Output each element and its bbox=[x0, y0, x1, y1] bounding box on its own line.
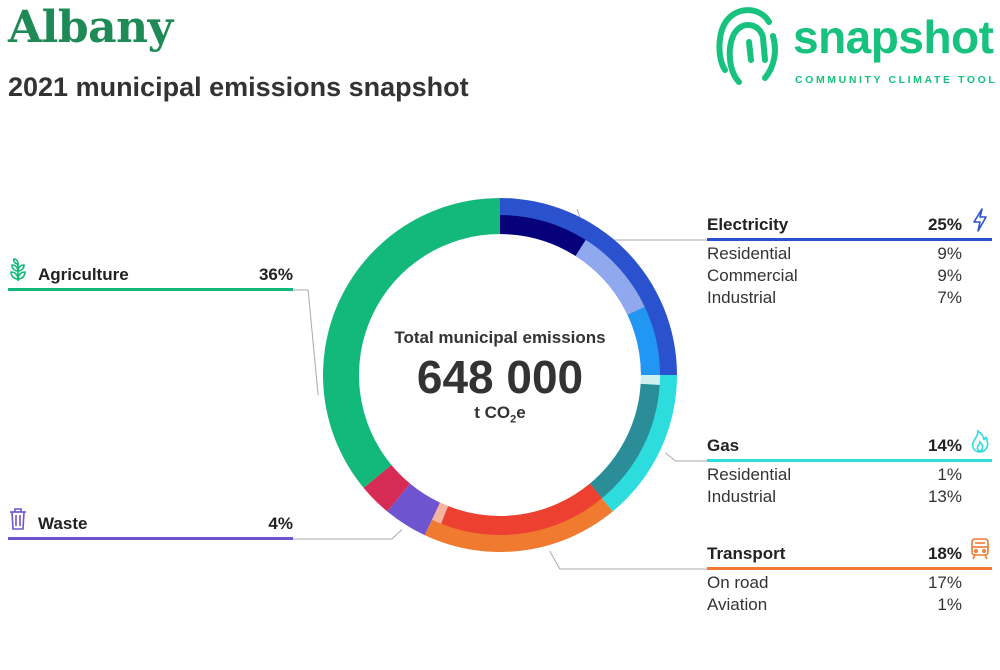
electricity-name: Electricity bbox=[707, 215, 789, 234]
unit-prefix: t CO bbox=[474, 403, 511, 422]
sub-label: On road bbox=[707, 573, 769, 592]
electricity-sub-row: Industrial 7% bbox=[707, 285, 992, 307]
waste-percent: 4% bbox=[268, 514, 293, 533]
total-unit: t CO2e bbox=[370, 403, 630, 425]
gas-leader-line bbox=[665, 452, 707, 462]
gas-name: Gas bbox=[707, 436, 740, 455]
sub-value: 9% bbox=[937, 244, 962, 263]
total-label: Total municipal emissions bbox=[394, 328, 606, 347]
sub-value: 7% bbox=[937, 288, 962, 307]
sub-value: 13% bbox=[927, 487, 962, 506]
gas-sub-row: Residential 1% bbox=[707, 462, 992, 484]
train-icon bbox=[971, 538, 989, 560]
sub-value: 1% bbox=[937, 465, 962, 484]
plant-icon bbox=[10, 258, 26, 281]
sub-value: 1% bbox=[937, 595, 962, 614]
agriculture-leader-line bbox=[293, 289, 319, 396]
transport-aviation-arc bbox=[431, 502, 449, 524]
gas-residential-arc bbox=[640, 375, 660, 386]
electricity-arc bbox=[500, 198, 677, 375]
sub-label: Residential bbox=[707, 244, 792, 263]
gas-label-block: Gas 14% Residential 1% Industrial 13% bbox=[707, 429, 992, 506]
agriculture-percent: 36% bbox=[258, 265, 293, 284]
transport-label-block: Transport 18% On road 17% Aviation 1% bbox=[707, 538, 992, 614]
electricity-industrial-arc bbox=[627, 306, 660, 375]
gas-percent: 14% bbox=[927, 436, 962, 455]
fingerprint-icon bbox=[716, 7, 778, 85]
electricity-label-block: Electricity 25% Residential 9% Commercial… bbox=[707, 208, 992, 307]
electricity-commercial-arc bbox=[575, 239, 645, 315]
transport-leader-line bbox=[549, 550, 707, 570]
transport-name: Transport bbox=[707, 544, 786, 563]
sub-label: Residential bbox=[707, 465, 792, 484]
electricity-sub-row: Commercial 9% bbox=[707, 263, 992, 285]
page-title: Albany bbox=[8, 2, 173, 53]
waste-name: Waste bbox=[38, 514, 88, 533]
electricity-residential-arc bbox=[500, 215, 586, 256]
electricity-sub-row: Residential 9% bbox=[707, 241, 992, 263]
snapshot-logo[interactable]: snapshot COMMUNITY CLIMATE TOOL bbox=[715, 0, 1000, 90]
agriculture-arc bbox=[323, 198, 500, 488]
logo-tagline: COMMUNITY CLIMATE TOOL bbox=[795, 74, 998, 86]
waste-label-block: Waste 4% bbox=[8, 508, 293, 540]
sub-label: Industrial bbox=[707, 487, 776, 506]
flame-icon bbox=[971, 429, 989, 453]
trash-icon bbox=[10, 508, 26, 530]
page-subtitle: 2021 municipal emissions snapshot bbox=[8, 72, 469, 102]
sub-value: 17% bbox=[927, 573, 962, 592]
other-arc bbox=[363, 464, 411, 512]
waste-leader-line bbox=[293, 529, 403, 540]
sub-label: Aviation bbox=[707, 595, 768, 614]
gas-industrial-arc bbox=[589, 383, 660, 499]
transport-percent: 18% bbox=[927, 544, 962, 563]
sub-label: Industrial bbox=[707, 288, 776, 307]
transport-sub-row: On road 17% bbox=[707, 570, 992, 592]
transport-on-road-arc bbox=[441, 483, 602, 535]
waste-arc bbox=[387, 483, 440, 536]
gas-sub-row: Industrial 13% bbox=[707, 484, 992, 506]
electricity-percent: 25% bbox=[927, 215, 962, 234]
unit-suffix: e bbox=[516, 403, 526, 422]
sub-label: Commercial bbox=[707, 266, 798, 285]
unit-subscript: 2 bbox=[510, 413, 517, 426]
agriculture-label-block: Agriculture 36% bbox=[8, 258, 293, 291]
agriculture-name: Agriculture bbox=[38, 265, 129, 284]
logo-wordmark: snapshot bbox=[793, 11, 994, 63]
total-value: 648 000 bbox=[416, 351, 584, 403]
transport-sub-row: Aviation 1% bbox=[707, 592, 992, 614]
sub-value: 9% bbox=[937, 266, 962, 285]
lightning-icon bbox=[973, 208, 987, 232]
